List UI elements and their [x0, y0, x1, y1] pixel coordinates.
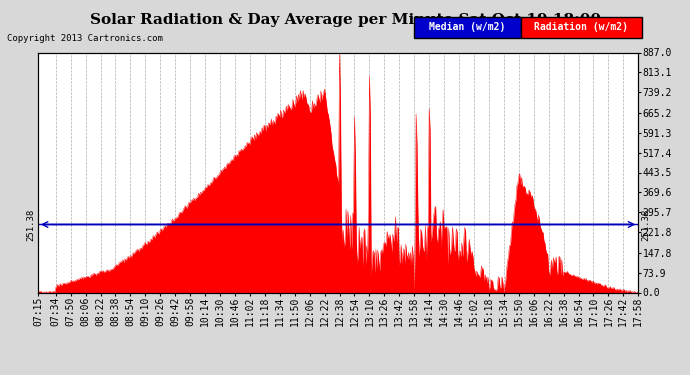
Text: Solar Radiation & Day Average per Minute Sat Oct 19 18:00: Solar Radiation & Day Average per Minute… [90, 13, 600, 27]
Text: 251.38: 251.38 [26, 209, 35, 241]
Text: Radiation (w/m2): Radiation (w/m2) [534, 22, 629, 32]
Text: Copyright 2013 Cartronics.com: Copyright 2013 Cartronics.com [7, 34, 163, 43]
Text: Median (w/m2): Median (w/m2) [429, 22, 506, 32]
Text: 251.38: 251.38 [641, 209, 650, 241]
